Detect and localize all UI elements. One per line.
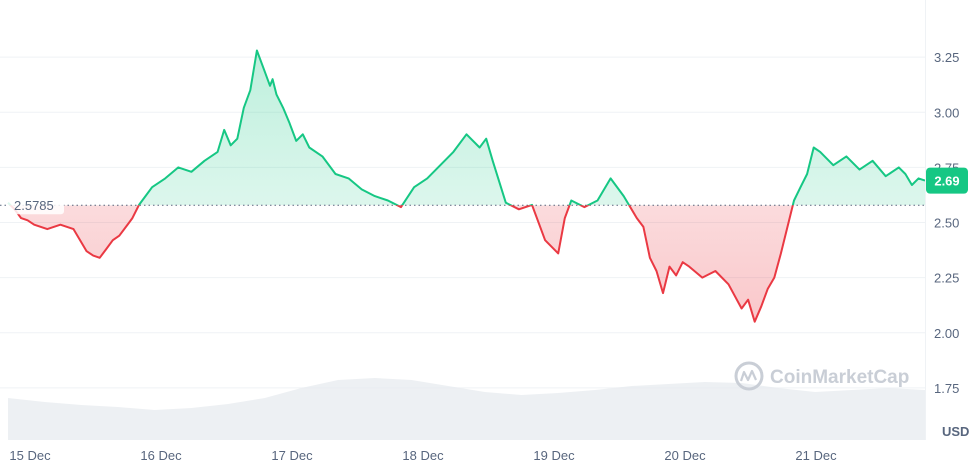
volume-area — [8, 378, 925, 440]
coinmarketcap-logo-icon — [734, 361, 764, 391]
x-tick-label: 15 Dec — [9, 448, 51, 463]
x-tick-label: 19 Dec — [533, 448, 575, 463]
coinmarketcap-logo-mark — [739, 369, 758, 382]
x-tick-label: 20 Dec — [664, 448, 706, 463]
line-above-baseline — [7, 49, 925, 206]
price-area — [8, 50, 925, 322]
baseline-tag-bg — [6, 196, 64, 215]
x-tick-label: 18 Dec — [402, 448, 444, 463]
price-line — [7, 49, 925, 323]
y-tick-label: 3.25 — [934, 50, 959, 65]
y-axis-ticks: 3.253.002.752.502.252.001.75 — [934, 50, 959, 396]
y-tick-label: 1.75 — [934, 381, 959, 396]
watermark-text: CoinMarketCap — [770, 367, 909, 388]
currency-unit-label: USD — [942, 424, 969, 439]
y-tick-label: 3.00 — [934, 105, 959, 120]
y-tick-label: 2.00 — [934, 326, 959, 341]
line-below-baseline — [9, 205, 794, 323]
current-price-value: 2.69 — [934, 174, 959, 189]
baseline-value-label: 2.5785 — [14, 198, 54, 213]
current-price-badge: 2.69 — [926, 167, 968, 194]
watermark: CoinMarketCap — [734, 361, 909, 391]
x-tick-label: 16 Dec — [140, 448, 182, 463]
volume-silhouette — [8, 378, 925, 440]
current-price-badge-bg — [926, 167, 968, 194]
x-tick-label: 21 Dec — [795, 448, 837, 463]
y-tick-label: 2.50 — [934, 216, 959, 231]
x-tick-label: 17 Dec — [271, 448, 313, 463]
y-tick-label: 2.25 — [934, 271, 959, 286]
area-above-baseline — [8, 50, 925, 206]
x-axis-ticks: 15 Dec 16 Dec 17 Dec 18 Dec 19 Dec 20 Dec 21 D… — [9, 448, 837, 463]
baseline-tag: 2.5785 — [6, 196, 64, 215]
area-below-baseline — [10, 205, 793, 322]
